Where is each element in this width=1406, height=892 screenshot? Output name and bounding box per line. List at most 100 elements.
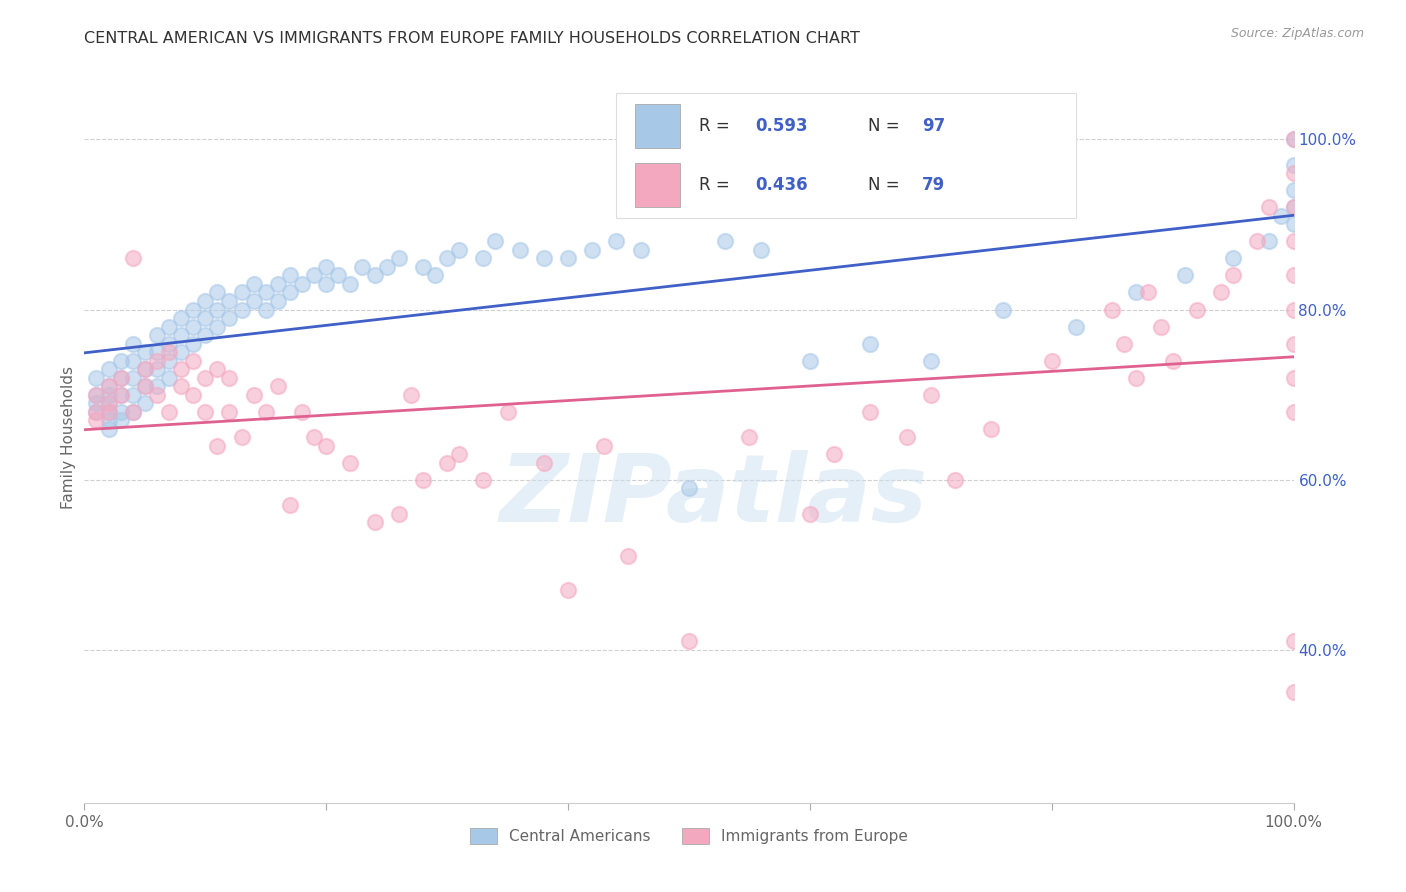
Point [315,439,337,453]
Point [110,387,132,401]
Point [97,404,120,418]
Point [557,252,579,266]
Point [436,456,458,470]
Point [86,396,108,410]
Point [97,396,120,410]
Point [121,404,143,418]
Point [86,370,108,384]
Point [134,362,156,376]
Point [436,252,458,266]
Point [943,473,966,487]
Point [1161,353,1184,368]
Point [97,404,120,418]
Point [86,404,108,418]
Point [218,404,240,418]
Point [97,396,120,410]
Point [181,353,204,368]
Point [1137,285,1160,300]
Point [170,362,193,376]
Point [181,302,204,317]
FancyBboxPatch shape [616,94,1076,218]
Point [170,379,193,393]
Point [1209,285,1232,300]
Point [1125,370,1147,384]
Point [181,319,204,334]
Point [1222,268,1244,283]
Text: ZIPatlas: ZIPatlas [499,450,927,541]
Point [254,404,277,418]
Point [121,336,143,351]
Point [110,413,132,427]
Point [399,387,422,401]
Point [1246,235,1268,249]
Point [472,252,495,266]
Point [146,379,169,393]
Text: R =: R = [699,117,734,136]
FancyBboxPatch shape [634,104,681,148]
Point [328,268,350,283]
Point [1282,132,1305,146]
Point [121,353,143,368]
Point [1185,302,1208,317]
Point [1282,302,1305,317]
Legend: Central Americans, Immigrants from Europe: Central Americans, Immigrants from Europ… [464,822,914,850]
Point [1101,302,1123,317]
Point [194,311,217,326]
Point [533,456,555,470]
Point [1282,268,1305,283]
Point [799,353,821,368]
Point [1258,235,1281,249]
Text: 79: 79 [922,176,946,194]
Point [1282,132,1305,146]
Text: N =: N = [868,117,905,136]
Point [146,387,169,401]
Point [678,634,700,648]
Point [231,430,253,444]
Point [339,456,361,470]
Point [920,353,942,368]
Point [170,345,193,359]
Point [799,507,821,521]
Point [1282,336,1305,351]
Point [231,302,253,317]
Point [146,345,169,359]
Point [170,328,193,343]
Point [496,404,519,418]
Point [617,549,640,563]
Point [170,311,193,326]
Point [1282,685,1305,699]
Point [980,421,1002,435]
Point [181,387,204,401]
Point [97,387,120,401]
Point [194,293,217,308]
Point [86,387,108,401]
Point [97,379,120,393]
Point [557,583,579,598]
Point [581,243,603,257]
Text: 0.436: 0.436 [755,176,808,194]
Point [920,387,942,401]
Point [375,260,398,274]
Point [278,285,301,300]
Point [509,243,531,257]
Point [110,370,132,384]
Point [86,413,108,427]
Point [146,362,169,376]
Point [97,413,120,427]
Point [194,370,217,384]
Point [1282,166,1305,180]
Point [278,268,301,283]
Point [97,362,120,376]
Point [738,430,761,444]
Point [218,370,240,384]
Point [218,311,240,326]
Point [157,353,180,368]
Point [751,243,773,257]
Point [121,252,143,266]
Point [1258,201,1281,215]
Point [291,277,314,291]
FancyBboxPatch shape [634,163,681,207]
Point [605,235,627,249]
Point [207,285,229,300]
Point [1282,370,1305,384]
